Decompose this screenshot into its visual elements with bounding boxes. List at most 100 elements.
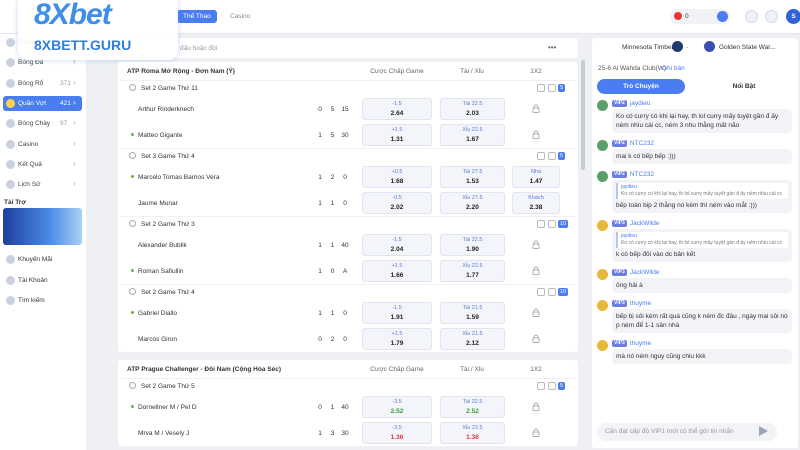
score: 1 bbox=[318, 174, 322, 181]
odds-line: +1.5 bbox=[391, 331, 403, 337]
total-cell[interactable]: Tài 22.5 2.52 bbox=[440, 396, 505, 418]
odds-line: Xỉu 22.5 bbox=[462, 425, 483, 431]
message-bubble: jaydieu Ko có curry có khi lại hay, th lo… bbox=[612, 229, 792, 262]
score: 2 bbox=[330, 174, 335, 181]
icon-button[interactable] bbox=[765, 10, 778, 23]
handicap-cell[interactable]: -3.5 2.52 bbox=[362, 396, 432, 418]
total-cell[interactable]: Xỉu 21.5 2.12 bbox=[440, 328, 505, 350]
chevron: › bbox=[73, 179, 76, 189]
odds-value: 1.53 bbox=[466, 178, 479, 185]
menu-label[interactable]: Tìm kiếm bbox=[18, 297, 45, 304]
ticker-text: 25-6 Al Wahda Club(W) bbox=[598, 65, 667, 72]
player-name: Alexander Bublik bbox=[138, 242, 187, 249]
score: 1 bbox=[318, 132, 322, 139]
market-count[interactable]: 5 bbox=[558, 152, 566, 160]
total-cell[interactable]: Tài 22.5 2.03 bbox=[440, 98, 505, 120]
handicap-cell[interactable]: -1.5 2.64 bbox=[362, 98, 432, 120]
total-cell[interactable]: Xỉu 22.5 1.67 bbox=[440, 124, 505, 146]
menu-label[interactable]: Lịch Sử bbox=[18, 181, 41, 189]
menu-label[interactable]: Khuyến Mãi bbox=[18, 256, 53, 263]
market-count[interactable]: 5 bbox=[558, 84, 566, 92]
total-cell[interactable]: Xỉu 22.5 1.36 bbox=[440, 422, 505, 444]
sponsor-banner[interactable] bbox=[3, 208, 82, 245]
balance-value: 0 bbox=[685, 13, 689, 20]
market-count[interactable]: 10 bbox=[558, 220, 569, 228]
result-cell[interactable]: Nhà 1.47 bbox=[512, 166, 560, 188]
menu-label[interactable]: Kết Quả bbox=[18, 160, 42, 168]
total-cell[interactable]: Tài 21.5 1.59 bbox=[440, 302, 505, 324]
total-cell[interactable]: Tài 22.5 1.90 bbox=[440, 234, 505, 256]
score: 1 bbox=[330, 200, 335, 207]
score: 15 bbox=[341, 106, 349, 113]
market-count[interactable]: 5 bbox=[558, 382, 566, 390]
lock-icon bbox=[532, 334, 540, 343]
market-icon bbox=[548, 84, 556, 92]
message-body: VIP3 thuyme mà nó ném nguy cũng chiu kkk bbox=[612, 340, 792, 364]
odds-line: Xỉu 21.5 bbox=[462, 331, 483, 337]
result-cell[interactable]: Khách 2.38 bbox=[512, 192, 560, 214]
score: 40 bbox=[341, 404, 349, 411]
message-bubble: mai k có bếp bếp :))) bbox=[612, 149, 792, 164]
group-icon bbox=[129, 152, 136, 159]
tab-casino[interactable]: Casino bbox=[230, 13, 251, 20]
menu-label[interactable]: Bóng Đá bbox=[18, 59, 44, 67]
menu-icon bbox=[6, 255, 15, 264]
chevron: › bbox=[73, 158, 76, 168]
handicap-cell[interactable]: +1.5 1.79 bbox=[362, 328, 432, 350]
message-list: VIP2 jaydieu Ko có curry có khi lại hay, t… bbox=[597, 100, 792, 415]
vip-badge: VIP3 bbox=[612, 300, 627, 307]
quote: jaydieu Ko có curry có khi lại hay, th lo… bbox=[616, 232, 788, 248]
tab-chat[interactable]: Trò Chuyện bbox=[597, 79, 685, 94]
score: 30 bbox=[341, 132, 349, 139]
message-head: VIP3 thuyme bbox=[612, 340, 792, 347]
avatar[interactable]: S bbox=[786, 9, 800, 24]
icon-button[interactable] bbox=[745, 10, 758, 23]
user-name: NTC232 bbox=[629, 140, 655, 147]
search-bar[interactable] bbox=[118, 38, 578, 58]
chat-avatar bbox=[597, 140, 608, 151]
odds-line: +0.5 bbox=[391, 169, 403, 175]
group-row bbox=[120, 284, 576, 300]
vip-badge: VIP3 bbox=[612, 340, 627, 347]
handicap-cell[interactable]: -3.5 1.36 bbox=[362, 422, 432, 444]
message-head: VIP2 NTC232 bbox=[612, 171, 792, 178]
chat-avatar bbox=[597, 100, 608, 111]
vip-badge: VIP2 bbox=[612, 171, 627, 178]
message-bubble: Ko có curry có khi lại hay, th lol curry… bbox=[612, 109, 792, 133]
menu-label[interactable]: Quần Vợt bbox=[18, 99, 47, 107]
tab-highlights[interactable]: Nổi Bật bbox=[732, 83, 756, 90]
menu-label[interactable]: Bóng Chày bbox=[18, 120, 51, 128]
send-button[interactable] bbox=[759, 426, 768, 436]
handicap-cell[interactable]: -0.5 2.02 bbox=[362, 192, 432, 214]
total-cell[interactable]: Xỉu 27.5 2.20 bbox=[440, 192, 505, 214]
total-cell[interactable]: Xỉu 22.5 1.77 bbox=[440, 260, 505, 282]
odds-line: -1.5 bbox=[392, 305, 402, 311]
market-count[interactable]: 10 bbox=[558, 288, 569, 296]
quote: jaydieu Ko có curry có khi lại hay, th lo… bbox=[616, 183, 788, 199]
chat-input[interactable]: Cần đạt cấp độ VIP1 mới có thể gửi tin n… bbox=[597, 423, 777, 441]
menu-label[interactable]: Tài Khoản bbox=[18, 276, 48, 284]
odds-line: +1.5 bbox=[391, 263, 403, 269]
total-cell[interactable]: Tài 27.5 1.53 bbox=[440, 166, 505, 188]
handicap-cell[interactable]: +1.5 1.31 bbox=[362, 124, 432, 146]
score: 40 bbox=[341, 242, 349, 249]
menu-label[interactable]: Casino bbox=[18, 140, 39, 148]
handicap-cell[interactable]: -1.5 1.91 bbox=[362, 302, 432, 324]
lock-icon bbox=[532, 308, 540, 317]
balance[interactable] bbox=[670, 9, 730, 24]
handicap-cell[interactable]: +1.5 1.66 bbox=[362, 260, 432, 282]
handicap-cell[interactable]: +0.5 1.68 bbox=[362, 166, 432, 188]
handicap-cell[interactable]: -1.5 2.04 bbox=[362, 234, 432, 256]
odds-line: +1.5 bbox=[391, 127, 403, 133]
menu-count: 97 bbox=[60, 120, 68, 128]
serve-dot bbox=[131, 175, 134, 178]
add-button[interactable] bbox=[717, 11, 728, 22]
message-head: VIP3 thuyme bbox=[612, 300, 792, 307]
odds-line: -0.5 bbox=[392, 195, 402, 201]
tab-sports[interactable]: Thể Thao bbox=[177, 10, 217, 23]
message-bubble: mà nó ném nguy cũng chiu kkk bbox=[612, 349, 792, 364]
lock-icon bbox=[532, 428, 540, 437]
menu-label[interactable]: Bóng Rổ bbox=[18, 79, 44, 87]
market-icon bbox=[548, 382, 556, 390]
odds-value: 1.36 bbox=[390, 434, 404, 441]
